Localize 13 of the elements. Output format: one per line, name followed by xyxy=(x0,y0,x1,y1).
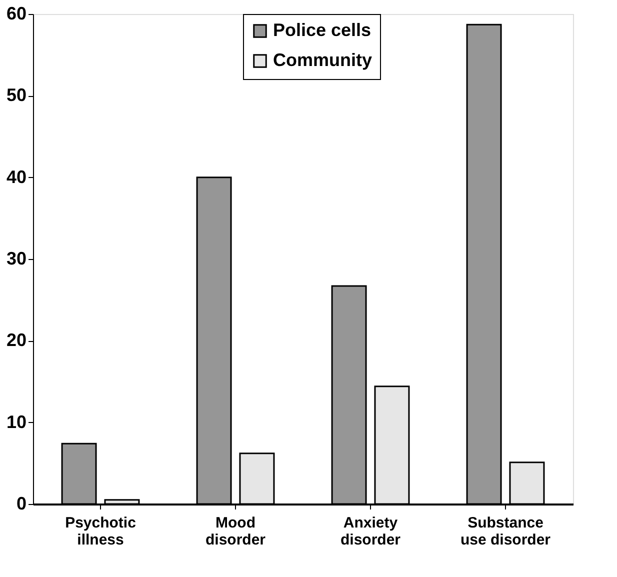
y-tick-label: 30 xyxy=(6,248,26,268)
y-tick-label: 40 xyxy=(6,166,26,187)
legend-label: Community xyxy=(273,50,372,70)
y-tick-label: 10 xyxy=(6,412,26,432)
y-tick-label: 0 xyxy=(16,494,26,514)
x-tick-label: Psychotic illness xyxy=(65,514,136,548)
y-tick-label: 20 xyxy=(6,330,26,350)
y-tick-label: 60 xyxy=(6,4,26,24)
x-tick-label: Anxiety disorder xyxy=(340,514,401,548)
x-tick-label: Substance use disorder xyxy=(460,514,551,548)
y-tick-label: 50 xyxy=(6,85,26,106)
legend-label: Police cells xyxy=(273,20,372,40)
x-tick-label: Mood disorder xyxy=(205,514,266,548)
